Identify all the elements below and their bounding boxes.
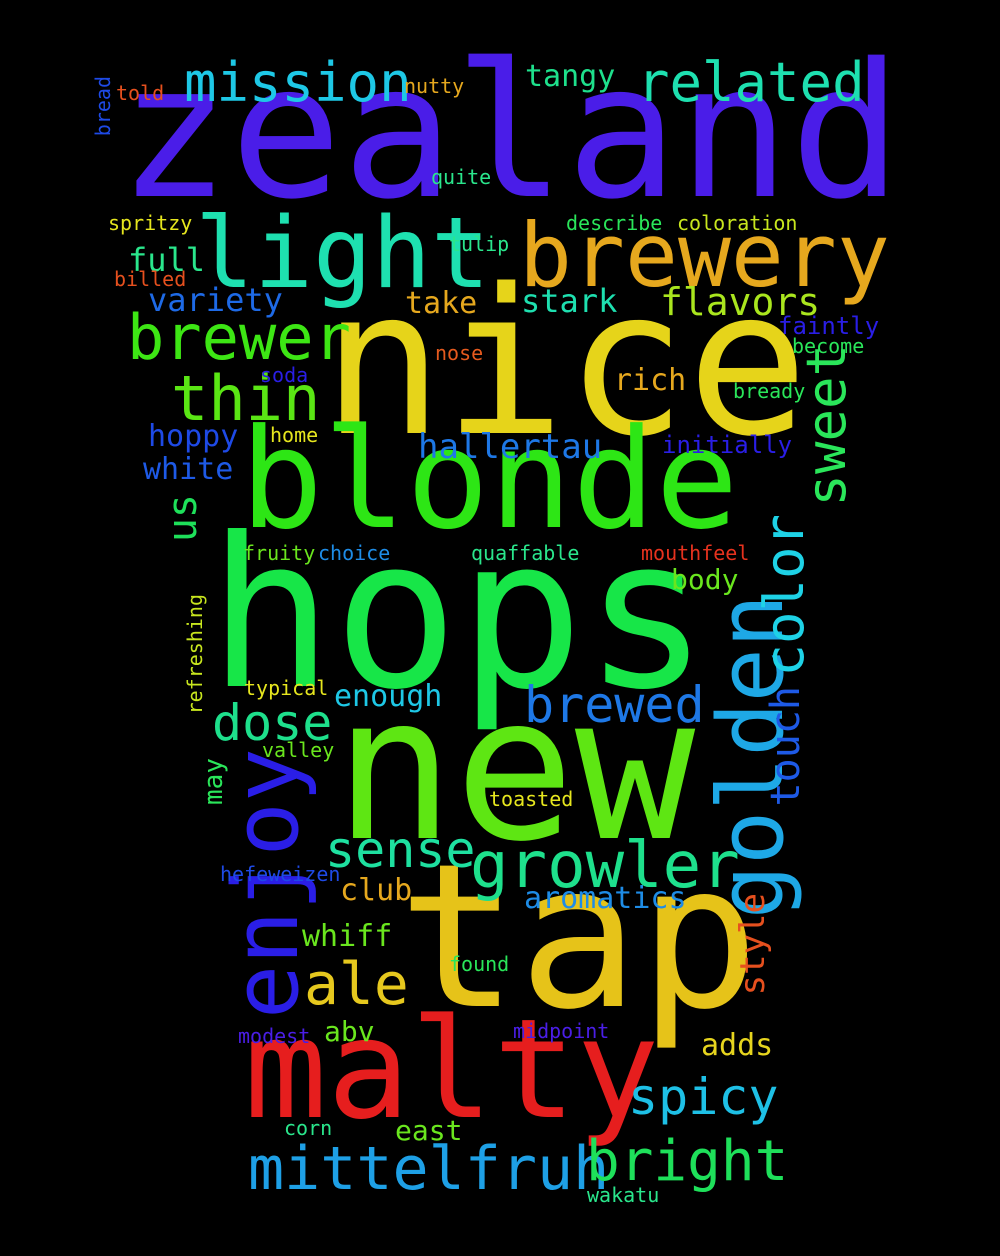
word-touch: touch <box>763 686 809 807</box>
word-typical: typical <box>244 676 329 700</box>
word-east: east <box>395 1114 463 1147</box>
word-mittelfruh: mittelfruh <box>248 1134 610 1204</box>
word-bright: bright <box>586 1129 789 1194</box>
word-found: found <box>449 952 510 976</box>
word-initially: initially <box>662 431 793 459</box>
word-quite: quite <box>431 165 492 189</box>
word-variety: variety <box>148 281 283 319</box>
word-brewed: brewed <box>524 676 705 734</box>
word-take: take <box>405 286 478 321</box>
word-modest: modest <box>238 1024 311 1048</box>
word-toasted: toasted <box>489 787 574 811</box>
word-style: style <box>733 893 773 996</box>
word-whiff: whiff <box>302 919 393 954</box>
word-mission: mission <box>184 51 412 114</box>
word-abv: abv <box>324 1015 375 1048</box>
word-become: become <box>792 334 865 358</box>
word-adds: adds <box>701 1028 774 1063</box>
word-brewery: brewery <box>519 204 890 307</box>
word-nutty: nutty <box>404 74 465 98</box>
word-soda: soda <box>260 363 309 387</box>
word-full: full <box>128 241 206 279</box>
word-white: white <box>143 452 234 487</box>
word-refreshing: refreshing <box>183 594 207 715</box>
word-bready: bready <box>733 379 806 403</box>
word-may: may <box>199 758 229 805</box>
word-hoppy: hoppy <box>148 419 239 454</box>
word-mouthfeel: mouthfeel <box>641 541 750 565</box>
word-wakatu: wakatu <box>587 1183 660 1207</box>
word-tangy: tangy <box>525 59 616 94</box>
word-bread: bread <box>91 76 115 137</box>
word-aromatics: aromatics <box>524 881 687 916</box>
word-color: color <box>753 514 816 677</box>
word-told: told <box>116 81 165 105</box>
word-blonde: blonde <box>240 399 739 560</box>
word-sense: sense <box>325 821 476 879</box>
word-home: home <box>270 423 319 447</box>
word-coloration: coloration <box>677 211 798 235</box>
word-tulip: tulip <box>449 232 510 256</box>
word-nose: nose <box>435 341 484 365</box>
word-ale: ale <box>304 950 409 1018</box>
word-corn: corn <box>284 1116 333 1140</box>
word-billed: billed <box>114 267 187 291</box>
word-malty: malty <box>244 989 660 1150</box>
word-brewer: brewer <box>127 301 351 374</box>
word-us: us <box>160 494 206 543</box>
word-thin: thin <box>171 362 321 435</box>
word-dose: dose <box>212 694 333 752</box>
word-growler: growler <box>470 829 740 903</box>
word-hefeweizen: hefeweizen <box>220 862 341 886</box>
word-choice: choice <box>318 541 391 565</box>
word-body: body <box>671 563 739 596</box>
word-club: club <box>340 873 413 908</box>
word-fruity: fruity <box>243 541 316 565</box>
word-valley: valley <box>262 738 335 762</box>
word-faintly: faintly <box>778 312 880 340</box>
word-flavors: flavors <box>660 280 821 324</box>
word-enough: enough <box>334 679 443 714</box>
word-light: light <box>195 197 491 311</box>
word-midpoint: midpoint <box>513 1019 610 1043</box>
word-stark: stark <box>521 282 618 320</box>
word-tap: tap <box>398 821 760 1054</box>
word-hallertau: hallertau <box>418 427 603 467</box>
word-spicy: spicy <box>628 1068 779 1126</box>
word-rich: rich <box>614 363 687 398</box>
word-nice: nice <box>322 245 809 481</box>
word-sweet: sweet <box>795 344 858 507</box>
word-hops: hops <box>208 494 709 736</box>
word-describe: describe <box>566 211 663 235</box>
word-quaffable: quaffable <box>471 541 580 565</box>
word-related: related <box>637 51 865 114</box>
word-spritzy: spritzy <box>108 211 193 235</box>
word-zealand: zealand <box>118 23 902 240</box>
word-new: new <box>334 653 696 886</box>
